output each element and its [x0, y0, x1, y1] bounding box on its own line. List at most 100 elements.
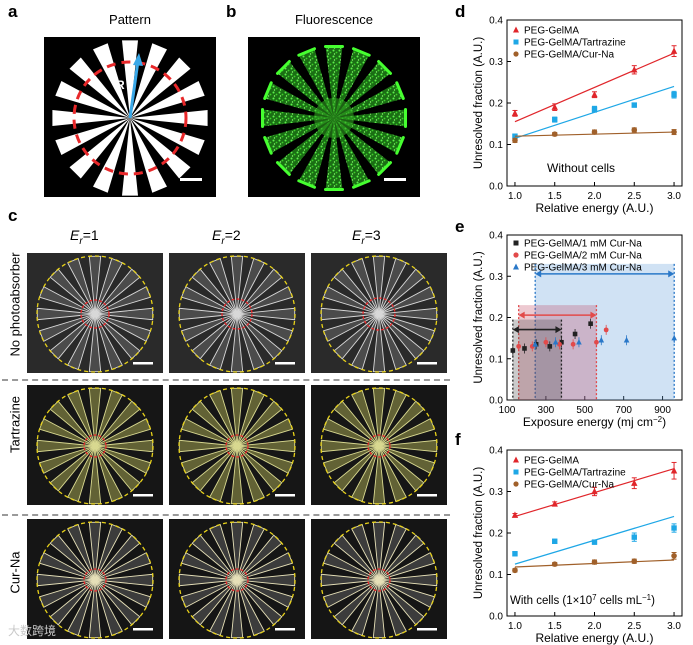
x-tick-label: 2.0 [588, 191, 602, 202]
y-tick-label: 0.1 [489, 354, 503, 365]
micrograph-image [311, 253, 447, 373]
data-point [671, 525, 677, 531]
data-point [511, 109, 519, 117]
micrograph-spoke [372, 445, 386, 505]
data-point [591, 91, 598, 98]
micrograph-svg [36, 521, 154, 639]
micrograph-spoke [94, 313, 123, 371]
micrograph-image [311, 519, 447, 639]
scale-bar [275, 494, 295, 497]
micrograph-image [311, 385, 447, 505]
data-point [631, 534, 637, 540]
inner-dashed-circle [83, 434, 107, 458]
micrograph-spoke [88, 387, 102, 447]
x-axis-label: Relative energy (A.U.) [535, 631, 653, 645]
fluorescent-spoke [325, 118, 343, 190]
y-tick-label: 0.3 [489, 272, 503, 283]
inner-dashed-circle [367, 568, 391, 592]
inner-dashed-circle [83, 568, 107, 592]
micrograph-spoke [94, 445, 123, 503]
data-point [513, 263, 519, 270]
legend-label: PEG-GelMA [524, 26, 579, 37]
pattern-image: R [44, 37, 216, 197]
y-tick-label: 0.2 [489, 529, 503, 540]
panel-label-b: b [226, 2, 237, 21]
data-point [570, 341, 576, 347]
data-point [559, 339, 564, 345]
data-point [552, 338, 559, 345]
series-PEG-GelMA/Tartrazine [512, 85, 677, 139]
fluorescence-spokes [261, 45, 407, 191]
x-tick-label: 2.5 [627, 621, 641, 632]
micrograph-spoke [320, 307, 380, 321]
outer-dashed-circle [320, 387, 438, 505]
micrograph-spoke [236, 579, 265, 637]
data-point [598, 336, 605, 343]
micrograph-spoke [351, 389, 380, 447]
y-axis-label: Unresolved fraction (A.U.) [473, 467, 485, 599]
scale-bar [133, 494, 153, 497]
outer-dashed-circle [178, 521, 296, 639]
data-point [670, 467, 678, 474]
data-point [572, 331, 578, 337]
pattern-spoke [130, 118, 205, 155]
data-point [671, 129, 677, 135]
micrograph-spoke [236, 445, 265, 503]
data-point [513, 26, 519, 33]
y-tick-label: 0.2 [489, 99, 503, 110]
y-tick-label: 0.0 [489, 182, 503, 193]
micrograph-spoke [230, 387, 244, 447]
outer-dashed-circle [36, 521, 154, 639]
fluorescent-core [314, 98, 354, 138]
legend-label: PEG-GelMA [524, 456, 579, 467]
data-point [591, 106, 598, 112]
micrograph-svg [320, 521, 438, 639]
fluorescent-spoke [334, 109, 406, 127]
micrograph-spoke [178, 307, 238, 321]
pattern-spokes [52, 40, 208, 196]
data-point [511, 511, 519, 518]
data-point [631, 558, 638, 565]
y-tick-label: 0.3 [489, 487, 503, 498]
micrograph-spoke [180, 579, 238, 608]
x-tick-label: 1.5 [548, 621, 562, 632]
legend-label: PEG-GelMA/1 mM Cur-Na [524, 239, 642, 250]
micrograph-spoke [230, 579, 244, 639]
data-point [513, 252, 519, 258]
micrograph-spoke [230, 313, 244, 373]
micrograph-svg [178, 387, 296, 505]
x-tick-label: 100 [499, 405, 516, 416]
y-tick-label: 0.0 [489, 612, 503, 623]
radius-label: R [116, 78, 125, 92]
data-point [603, 327, 609, 333]
data-point [591, 559, 598, 565]
range-arrowhead [535, 270, 542, 278]
legend-label: PEG-GelMA/Tartrazine [524, 38, 626, 49]
y-tick-label: 0.0 [489, 396, 503, 407]
pattern-spoke [130, 118, 167, 193]
range-arrowhead [668, 270, 675, 278]
data-point [591, 487, 598, 495]
fit-line [514, 52, 675, 123]
x-tick-label: 3.0 [667, 621, 681, 632]
micrograph-svg [320, 387, 438, 505]
micrograph-spoke [378, 418, 436, 447]
chart-d: 0.0 0.1 0.2 0.3 0.4 1.0 1.5 2.0 2.5 3.0 Unresolved… [473, 16, 683, 215]
micrograph-image [169, 253, 305, 373]
micrograph-spoke [372, 521, 386, 581]
data-point [588, 321, 593, 326]
pattern-svg: R [52, 40, 208, 196]
watermark-logo: 大数跨境 [8, 624, 57, 638]
scale-bar [133, 362, 153, 365]
series-PEG-GelMA/Cur-Na [512, 552, 677, 574]
data-point [513, 456, 519, 463]
chart-annotation: With cells (1×107 cells mL−1) [510, 593, 655, 607]
fluorescent-spoke-edge [276, 161, 291, 176]
micrograph-spoke [209, 389, 238, 447]
scale-bar [417, 494, 437, 497]
fluorescent-spoke-edge [263, 81, 273, 100]
outer-dashed-circle [178, 255, 296, 373]
data-point [551, 131, 558, 137]
chart-e: 0.0 0.1 0.2 0.3 0.4 100 300 500 700 900 Unresolved… [473, 231, 683, 429]
radius-arrowhead [133, 53, 143, 66]
